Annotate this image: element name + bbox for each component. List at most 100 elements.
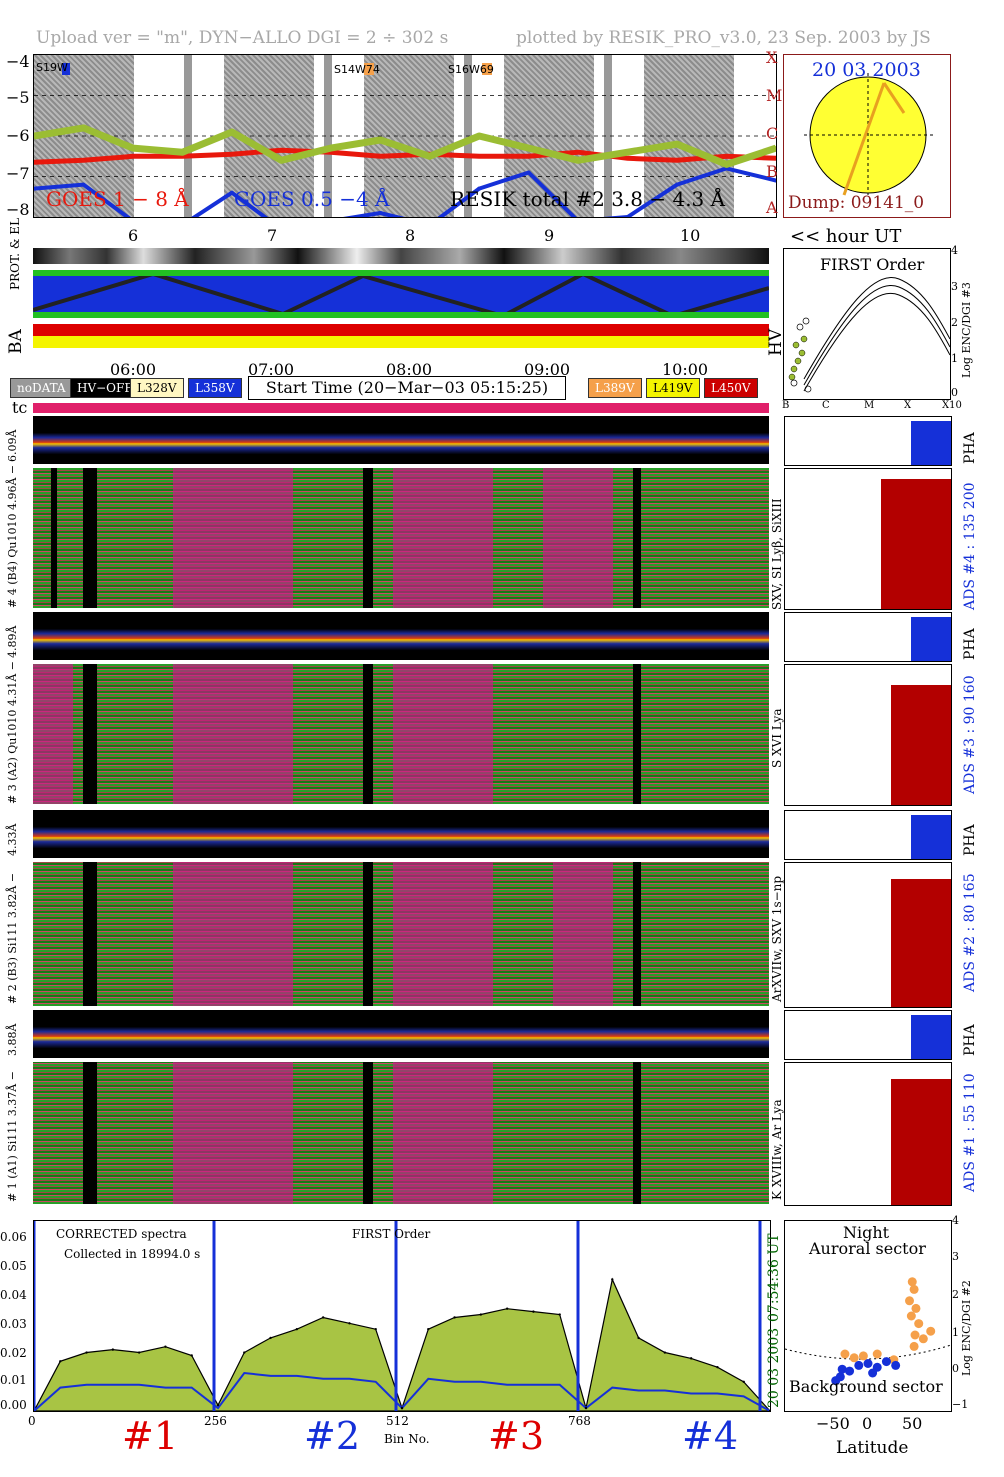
y-tick: −7 [6,164,30,183]
x-tick: 768 [568,1414,591,1428]
x-tick: 0 [862,1414,873,1433]
goes-lightcurve-panel: S19W S14W74 S16W69 GOES 1 − 8 Å GOES 0.5… [33,54,777,218]
spectrum-point [663,1351,667,1354]
hour-tick: 9 [544,226,555,245]
ar-marker [364,63,374,75]
data-point [130,154,135,159]
lat-bottom-label: Background sector [789,1377,943,1396]
spectrogram-channel-2 [33,862,769,1006]
spectrum-point [611,1278,614,1281]
first-order-panel: FIRST Order [783,248,951,400]
spectrogram-channel-4 [33,468,769,608]
x-tick: B [782,400,790,411]
spectrum-point [479,1313,483,1316]
data-point [724,162,729,167]
data-point [378,154,383,159]
spec-label-ch4: # 4 (B4) Qu1010 4.96Å − [6,464,19,608]
data-point [130,146,135,151]
spec-label-ch1: # 1 (A1) Si111 3.37Å − [6,1071,19,1202]
line-label-ch2: ArXVIIw, SXV 1s−np [770,875,784,1002]
scatter-point [840,1349,850,1359]
prot-el-label: PROT. & EL [8,217,22,290]
data-point [279,158,284,163]
pha-hist-ch4 [784,416,952,466]
data-point [279,148,284,153]
spectrum-point [453,1316,456,1319]
data-point [180,150,185,155]
x-tick: −50 [816,1414,850,1433]
first-order-plot [788,277,950,393]
spectrum-date: 20 03 2003 [766,1327,782,1408]
y-tick: −5 [6,88,30,107]
ar-marker [482,63,492,75]
lat-title-1: Night [843,1223,890,1242]
start-time-box: Start Time (20−Mar−03 05:15:25) [248,376,566,400]
y-tick: 0.01 [0,1373,27,1387]
data-point [625,215,630,217]
ads-label-ch1: ADS #1 : 55 110 [962,1073,978,1192]
time-tick: 09:00 [524,360,571,379]
sun-disk-panel: 20 03 2003 Dump: 09141_0 [783,54,951,218]
data-point [576,158,581,163]
lat-title-2: Auroral sector [809,1239,926,1258]
scatter-point [910,1330,920,1340]
spectrum-point [742,1380,745,1383]
scatter-point [909,1341,919,1351]
scatter-point [926,1326,936,1336]
legend-hv-off: HV−OFF [70,378,140,398]
data-point [81,125,86,130]
spectrum-point [295,1327,299,1331]
scatter-point [909,1284,919,1294]
x-tick: X10 [942,400,962,411]
tc-strip [33,403,769,413]
ar-label: S16W69 [448,63,494,76]
spectrum-area [34,1277,770,1411]
y-tick: 4 [952,1214,959,1227]
data-point [675,182,680,187]
latitude-panel: Night Auroral sector Background sector [784,1220,952,1412]
pha-label-ch3: 4.89Å [6,625,19,658]
hour-tick: 7 [267,226,278,245]
spectrum-point [85,1351,88,1354]
spectrogram-channel-1 [33,1062,769,1204]
x-tick: C [822,400,830,411]
scatter-point [914,1319,924,1329]
data-point [526,146,531,151]
y-tick: 0 [952,1362,959,1375]
hour-axis-label: << hour UT [790,226,902,247]
ads-hist-ch2 [784,862,952,1008]
spectrum-point [59,1360,62,1363]
ar-marker [62,63,70,75]
ar-label: S19W [36,61,68,74]
spectrum-point [768,1409,770,1411]
spectrum-point [689,1357,693,1360]
ads-hist-ch1 [784,1062,952,1206]
scatter-point [905,1296,914,1306]
scatter-point [837,1364,847,1374]
spectrogram-channel-3 [33,664,769,804]
spectrum-point [164,1345,167,1348]
data-point [526,170,531,175]
y-tick: 1 [951,352,958,365]
x-tick: 256 [204,1414,227,1428]
saa-band [324,55,332,217]
spectrum-point [427,1327,430,1331]
data-point [576,150,581,155]
data-point [229,190,234,195]
pha-label-ch1: 3.88Å [6,1023,19,1056]
ads-hist-ch4 [784,468,952,610]
pha-hist-ch1 [784,1010,952,1060]
scatter-point [863,1359,873,1368]
series-line [34,166,776,217]
y-tick: 0.03 [0,1317,27,1331]
y-tick: 1 [952,1326,959,1339]
x-tick: X [904,400,912,411]
pha-channel-4 [33,416,769,464]
data-point [229,152,234,157]
data-point [477,134,482,138]
spec-label-ch2: # 2 (B3) Si111 3.82Å − [6,872,19,1004]
spectrum-point [269,1336,272,1340]
channel-label-3: #3 [488,1414,545,1458]
ads-label-ch2: ADS #2 : 80 165 [962,873,978,992]
data-point [774,178,776,183]
